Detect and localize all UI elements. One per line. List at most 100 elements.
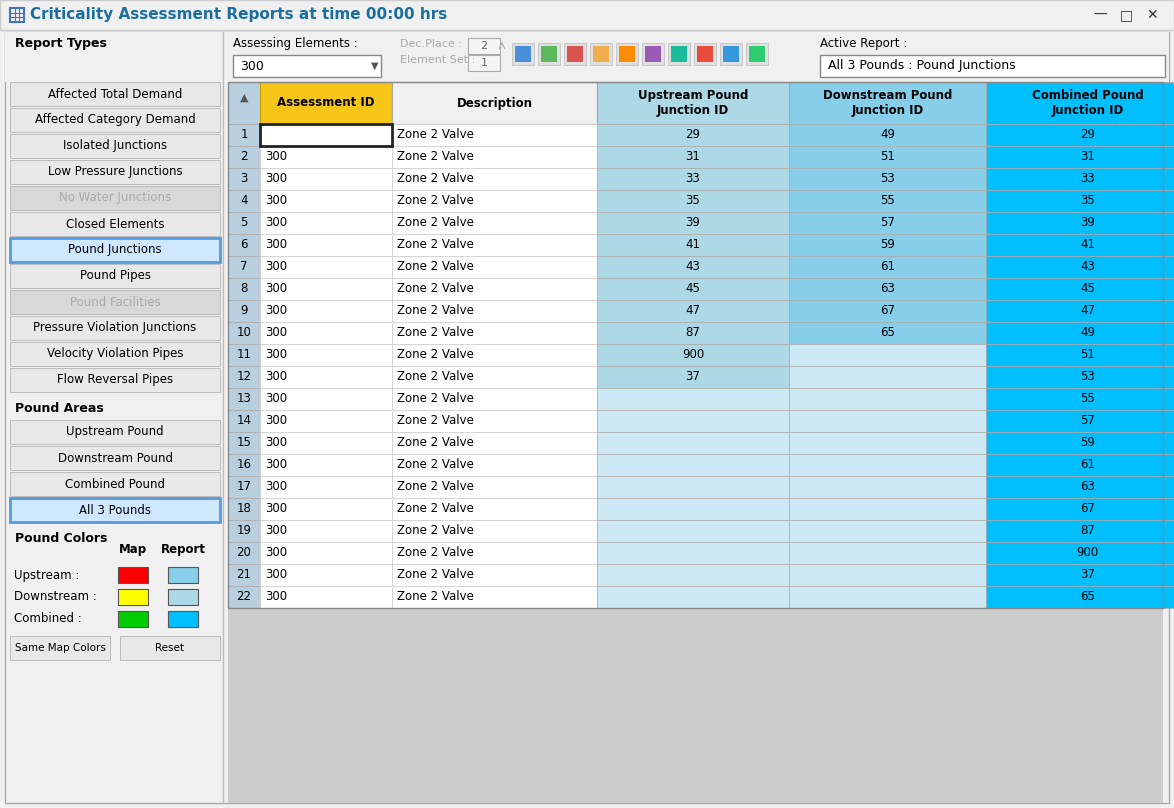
Bar	[986, 454, 1174, 476]
Text: 4: 4	[241, 195, 248, 208]
Text: Downstream Pound: Downstream Pound	[58, 452, 173, 465]
Text: 39: 39	[1080, 217, 1095, 229]
Bar	[392, 344, 598, 366]
Bar	[259, 256, 392, 278]
Bar	[986, 212, 1174, 234]
Text: 67: 67	[880, 305, 895, 318]
Bar	[986, 124, 1174, 146]
Bar	[598, 498, 789, 520]
Text: 300: 300	[265, 172, 288, 186]
Bar	[598, 212, 789, 234]
Bar	[0, 0, 1174, 30]
Text: 29: 29	[1080, 128, 1095, 141]
Text: 47: 47	[686, 305, 701, 318]
Text: 55: 55	[1080, 393, 1095, 406]
Bar	[598, 432, 789, 454]
Bar	[11, 108, 220, 132]
Bar	[694, 43, 716, 65]
Bar	[789, 344, 986, 366]
Bar	[11, 420, 220, 444]
Bar	[11, 264, 220, 288]
Text: 59: 59	[1080, 436, 1095, 449]
Text: Zone 2 Valve: Zone 2 Valve	[397, 195, 474, 208]
Bar	[392, 542, 598, 564]
Bar	[259, 300, 392, 322]
Bar	[598, 82, 789, 124]
Text: 15: 15	[237, 436, 251, 449]
Text: 43: 43	[686, 260, 701, 273]
Bar	[541, 46, 556, 62]
Text: 59: 59	[880, 238, 895, 251]
Bar	[789, 410, 986, 432]
Bar	[598, 454, 789, 476]
Bar	[228, 234, 259, 256]
Bar	[259, 432, 392, 454]
Bar	[986, 344, 1174, 366]
Bar	[598, 520, 789, 542]
Text: 300: 300	[265, 458, 288, 472]
Bar	[259, 520, 392, 542]
Text: 37: 37	[686, 371, 701, 384]
Bar	[11, 290, 220, 314]
Bar	[228, 212, 259, 234]
Text: 1: 1	[480, 58, 487, 68]
Text: 10: 10	[237, 326, 251, 339]
Bar	[259, 388, 392, 410]
Text: □: □	[1120, 8, 1133, 22]
Text: 18: 18	[237, 503, 251, 516]
Text: 300: 300	[265, 569, 288, 582]
Bar	[789, 212, 986, 234]
Text: 35: 35	[1080, 195, 1095, 208]
Text: ▲: ▲	[239, 93, 248, 103]
Bar	[789, 432, 986, 454]
Bar	[789, 476, 986, 498]
Bar	[392, 476, 598, 498]
Bar	[789, 190, 986, 212]
Text: 300: 300	[265, 393, 288, 406]
Bar	[11, 342, 220, 366]
Text: 39: 39	[686, 217, 701, 229]
Text: 2: 2	[241, 150, 248, 163]
Bar	[819, 55, 1165, 77]
Text: Zone 2 Valve: Zone 2 Valve	[397, 546, 474, 559]
Text: 35: 35	[686, 195, 701, 208]
Bar	[986, 146, 1174, 168]
Bar	[228, 564, 259, 586]
Bar	[598, 542, 789, 564]
Text: Pound Junctions: Pound Junctions	[68, 243, 162, 256]
Bar	[11, 134, 220, 158]
Bar	[749, 46, 765, 62]
Bar	[598, 344, 789, 366]
Bar	[228, 146, 259, 168]
Text: 14: 14	[236, 415, 251, 427]
Text: Upstream Pound: Upstream Pound	[66, 426, 164, 439]
Bar	[468, 55, 500, 71]
Text: 63: 63	[880, 283, 895, 296]
Text: Closed Elements: Closed Elements	[66, 217, 164, 230]
Text: 300: 300	[265, 415, 288, 427]
Text: Zone 2 Valve: Zone 2 Valve	[397, 503, 474, 516]
Text: 11: 11	[236, 348, 251, 361]
Bar	[11, 238, 220, 262]
Bar	[598, 124, 789, 146]
Bar	[259, 498, 392, 520]
Bar	[591, 43, 612, 65]
Text: 87: 87	[1080, 524, 1095, 537]
Bar	[515, 46, 531, 62]
Text: Combined Pound: Combined Pound	[65, 478, 166, 490]
Text: Pound Facilities: Pound Facilities	[69, 296, 161, 309]
Text: 61: 61	[880, 260, 895, 273]
Text: 49: 49	[880, 128, 895, 141]
Bar	[564, 43, 586, 65]
Text: Zone 2 Valve: Zone 2 Valve	[397, 217, 474, 229]
Text: 47: 47	[1080, 305, 1095, 318]
Text: Zone 2 Valve: Zone 2 Valve	[397, 326, 474, 339]
Bar	[11, 186, 220, 210]
Text: 300: 300	[265, 348, 288, 361]
Text: 87: 87	[686, 326, 701, 339]
Bar	[392, 256, 598, 278]
Text: 900: 900	[682, 348, 704, 361]
Bar	[986, 564, 1174, 586]
Text: Assessment ID: Assessment ID	[277, 96, 375, 110]
Bar	[259, 476, 392, 498]
